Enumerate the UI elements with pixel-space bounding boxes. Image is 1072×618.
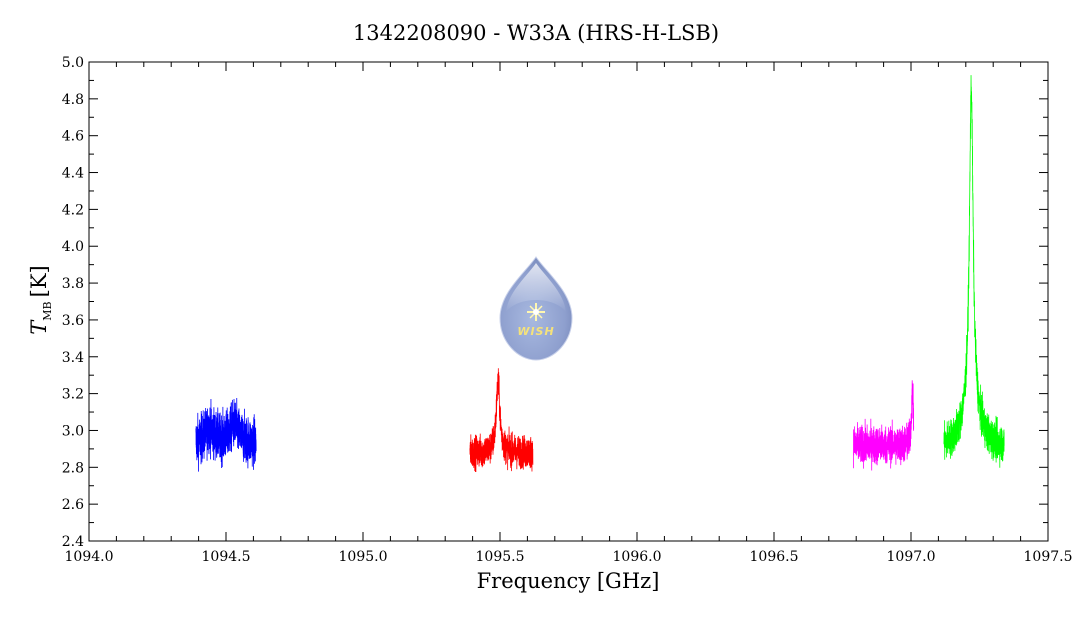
x-tick-label: 1097.0 [887, 549, 936, 565]
series-line-2 [469, 368, 534, 472]
y-tick-label: 4.8 [62, 92, 84, 108]
series-line-4 [943, 75, 1005, 468]
y-axis-subscript: MB [41, 301, 54, 320]
y-tick-label: 3.4 [62, 350, 84, 366]
x-tick-label: 1095.5 [476, 549, 525, 565]
y-tick-label: 2.4 [62, 534, 84, 550]
x-axis-title: Frequency [GHz] [477, 569, 660, 593]
y-tick-label: 3.2 [62, 387, 84, 403]
plot-frame [88, 61, 1049, 542]
axis-ticks [88, 61, 1049, 542]
y-tick-label: 2.8 [62, 460, 84, 476]
wish-logo: WISH [499, 256, 573, 361]
y-tick-label: 4.4 [62, 166, 84, 182]
x-tick-label: 1095.0 [339, 549, 388, 565]
chart-title: 1342208090 - W33A (HRS-H-LSB) [353, 21, 719, 45]
y-tick-label: 5.0 [62, 55, 84, 71]
x-tick-label: 1094.0 [65, 549, 114, 565]
y-tick-label: 3.6 [62, 313, 84, 329]
y-axis-unit: [K] [27, 265, 51, 297]
y-tick-label: 4.0 [62, 239, 84, 255]
y-tick-label: 3.0 [62, 423, 84, 439]
x-tick-labels: 1094.0 1094.5 1095.0 1095.5 1096.0 1096.5 1097… [65, 549, 1072, 565]
y-tick-label: 2.6 [62, 497, 84, 513]
series-line-3 [853, 380, 915, 471]
star-icon [527, 303, 545, 321]
y-axis-symbol: T [27, 319, 51, 335]
x-tick-label: 1096.5 [750, 549, 799, 565]
svg-text:TMB[K]: TMB [K] [27, 265, 54, 334]
x-tick-label: 1096.0 [613, 549, 662, 565]
y-tick-label: 4.6 [62, 129, 84, 145]
y-tick-label: 3.8 [62, 276, 84, 292]
y-tick-labels: 2.4 2.6 2.8 3.0 3.2 3.4 3.6 3.8 4.0 4.2 4.4 4.6 4.8 5… [62, 55, 84, 550]
series-line-1 [195, 398, 257, 472]
logo-text: WISH [517, 325, 554, 338]
x-tick-label: 1094.5 [202, 549, 251, 565]
x-tick-label: 1097.5 [1024, 549, 1072, 565]
y-tick-label: 4.2 [62, 202, 84, 218]
y-axis-title: TMB [K] [27, 265, 54, 334]
series-group [195, 75, 1005, 472]
